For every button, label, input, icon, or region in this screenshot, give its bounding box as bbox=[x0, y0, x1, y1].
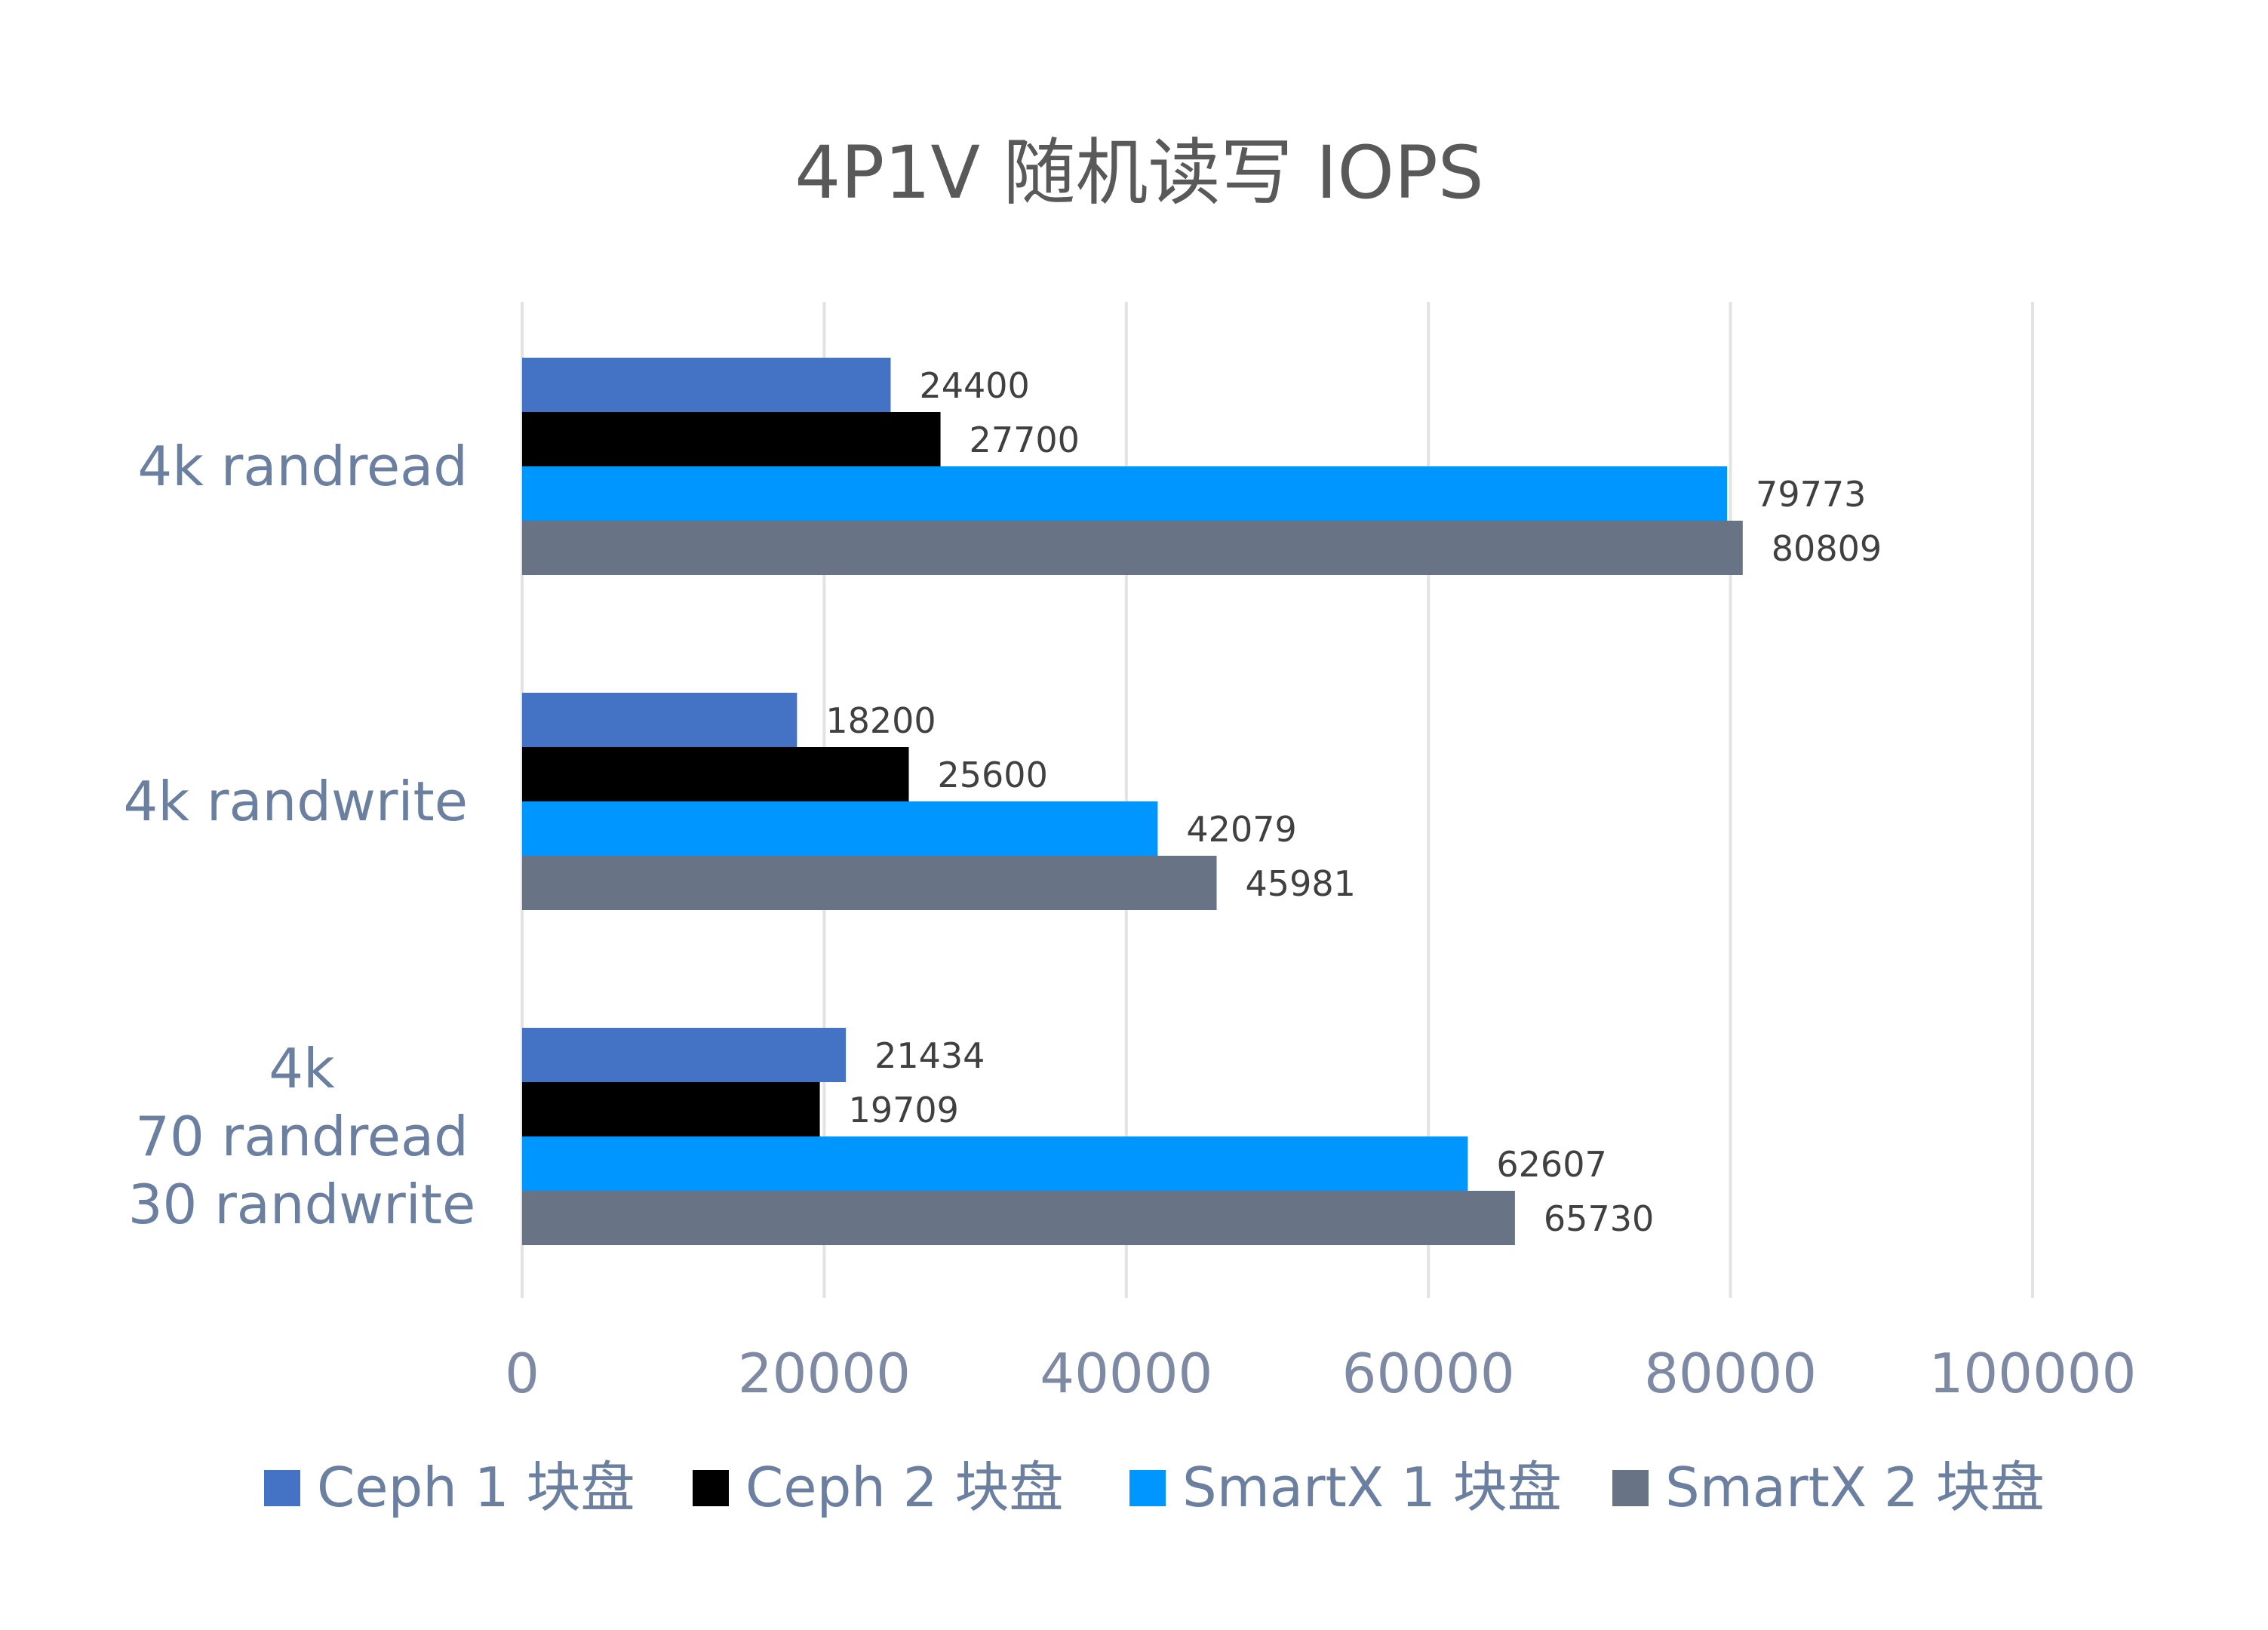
legend: Ceph 1 块盘 Ceph 2 块盘 SmartX 1 块盘 SmartX 2 块盘 bbox=[264, 1456, 2045, 1519]
data-label: 65730 bbox=[1544, 1198, 1654, 1239]
legend-label: Ceph 2 块盘 bbox=[745, 1456, 1064, 1519]
chart-title: 4P1V 随机读写 IOPS bbox=[794, 131, 1483, 215]
data-label: 27700 bbox=[970, 420, 1080, 460]
data-label: 25600 bbox=[938, 755, 1048, 795]
bars bbox=[522, 358, 1743, 1245]
bar bbox=[522, 747, 909, 801]
data-label: 18200 bbox=[825, 700, 936, 741]
bar bbox=[522, 1191, 1515, 1245]
legend-swatch bbox=[1612, 1470, 1649, 1506]
category-label: 30 randwrite bbox=[128, 1173, 476, 1236]
bar bbox=[522, 521, 1743, 575]
bar bbox=[522, 856, 1217, 910]
bar bbox=[522, 1082, 820, 1136]
data-label: 80809 bbox=[1772, 528, 1882, 569]
bar bbox=[522, 801, 1158, 856]
x-tick-label: 20000 bbox=[738, 1342, 911, 1405]
bar bbox=[522, 358, 891, 412]
legend-swatch bbox=[1129, 1470, 1166, 1506]
bar bbox=[522, 693, 797, 747]
data-label: 45981 bbox=[1246, 863, 1356, 904]
x-tick-label: 80000 bbox=[1644, 1342, 1817, 1405]
legend-label: SmartX 1 块盘 bbox=[1182, 1456, 1562, 1519]
legend-label: SmartX 2 块盘 bbox=[1665, 1456, 2045, 1519]
category-label: 4k bbox=[269, 1037, 335, 1100]
data-label: 62607 bbox=[1496, 1144, 1606, 1185]
x-tick-label: 40000 bbox=[1040, 1342, 1212, 1405]
bar bbox=[522, 1136, 1468, 1191]
legend-swatch bbox=[264, 1470, 300, 1506]
x-tick-label: 60000 bbox=[1342, 1342, 1515, 1405]
legend-swatch bbox=[693, 1470, 729, 1506]
bar bbox=[522, 466, 1728, 521]
x-tick-label: 100000 bbox=[1929, 1342, 2137, 1405]
x-tick-label: 0 bbox=[505, 1342, 539, 1405]
data-label: 79773 bbox=[1756, 474, 1866, 515]
x-axis-tick-labels: 0 20000 40000 60000 80000 100000 bbox=[505, 1342, 2136, 1405]
data-label: 24400 bbox=[919, 365, 1029, 406]
data-label: 21434 bbox=[874, 1035, 985, 1076]
bar bbox=[522, 1028, 847, 1082]
bar bbox=[522, 412, 941, 466]
category-label: 4k randwrite bbox=[124, 770, 468, 833]
data-label: 19709 bbox=[849, 1090, 959, 1130]
legend-label: Ceph 1 块盘 bbox=[317, 1456, 635, 1519]
category-label: 4k randread bbox=[137, 435, 468, 498]
data-label: 42079 bbox=[1186, 809, 1296, 850]
category-label: 70 randread bbox=[135, 1105, 469, 1168]
